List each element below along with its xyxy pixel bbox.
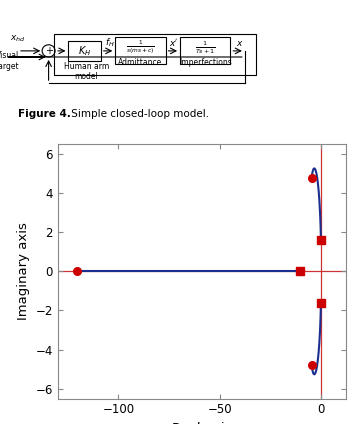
Text: +: +	[45, 46, 53, 56]
Text: $x_{hd}$: $x_{hd}$	[10, 33, 26, 44]
Text: Simple closed-loop model.: Simple closed-loop model.	[68, 109, 210, 120]
Text: $\frac{1}{Ts+1}$: $\frac{1}{Ts+1}$	[195, 39, 216, 56]
Bar	[68, 41, 101, 61]
Text: $K_H$: $K_H$	[78, 44, 91, 58]
Text: $x'$: $x'$	[169, 37, 178, 48]
Bar	[180, 37, 230, 64]
Bar	[115, 37, 166, 64]
Text: Imperfections: Imperfections	[179, 58, 231, 67]
Text: $x$: $x$	[235, 39, 243, 48]
Bar	[54, 34, 256, 75]
Text: Visual
target: Visual target	[0, 51, 19, 71]
Text: Admittance: Admittance	[118, 58, 162, 67]
Text: Figure 4.: Figure 4.	[18, 109, 71, 120]
Text: $\frac{1}{s(ms+c)}$: $\frac{1}{s(ms+c)}$	[126, 39, 155, 56]
Text: Human arm
model: Human arm model	[64, 61, 109, 81]
Text: $f_H$: $f_H$	[105, 37, 115, 49]
Y-axis label: Imaginary axis: Imaginary axis	[17, 223, 30, 320]
X-axis label: Real axis: Real axis	[172, 422, 231, 424]
